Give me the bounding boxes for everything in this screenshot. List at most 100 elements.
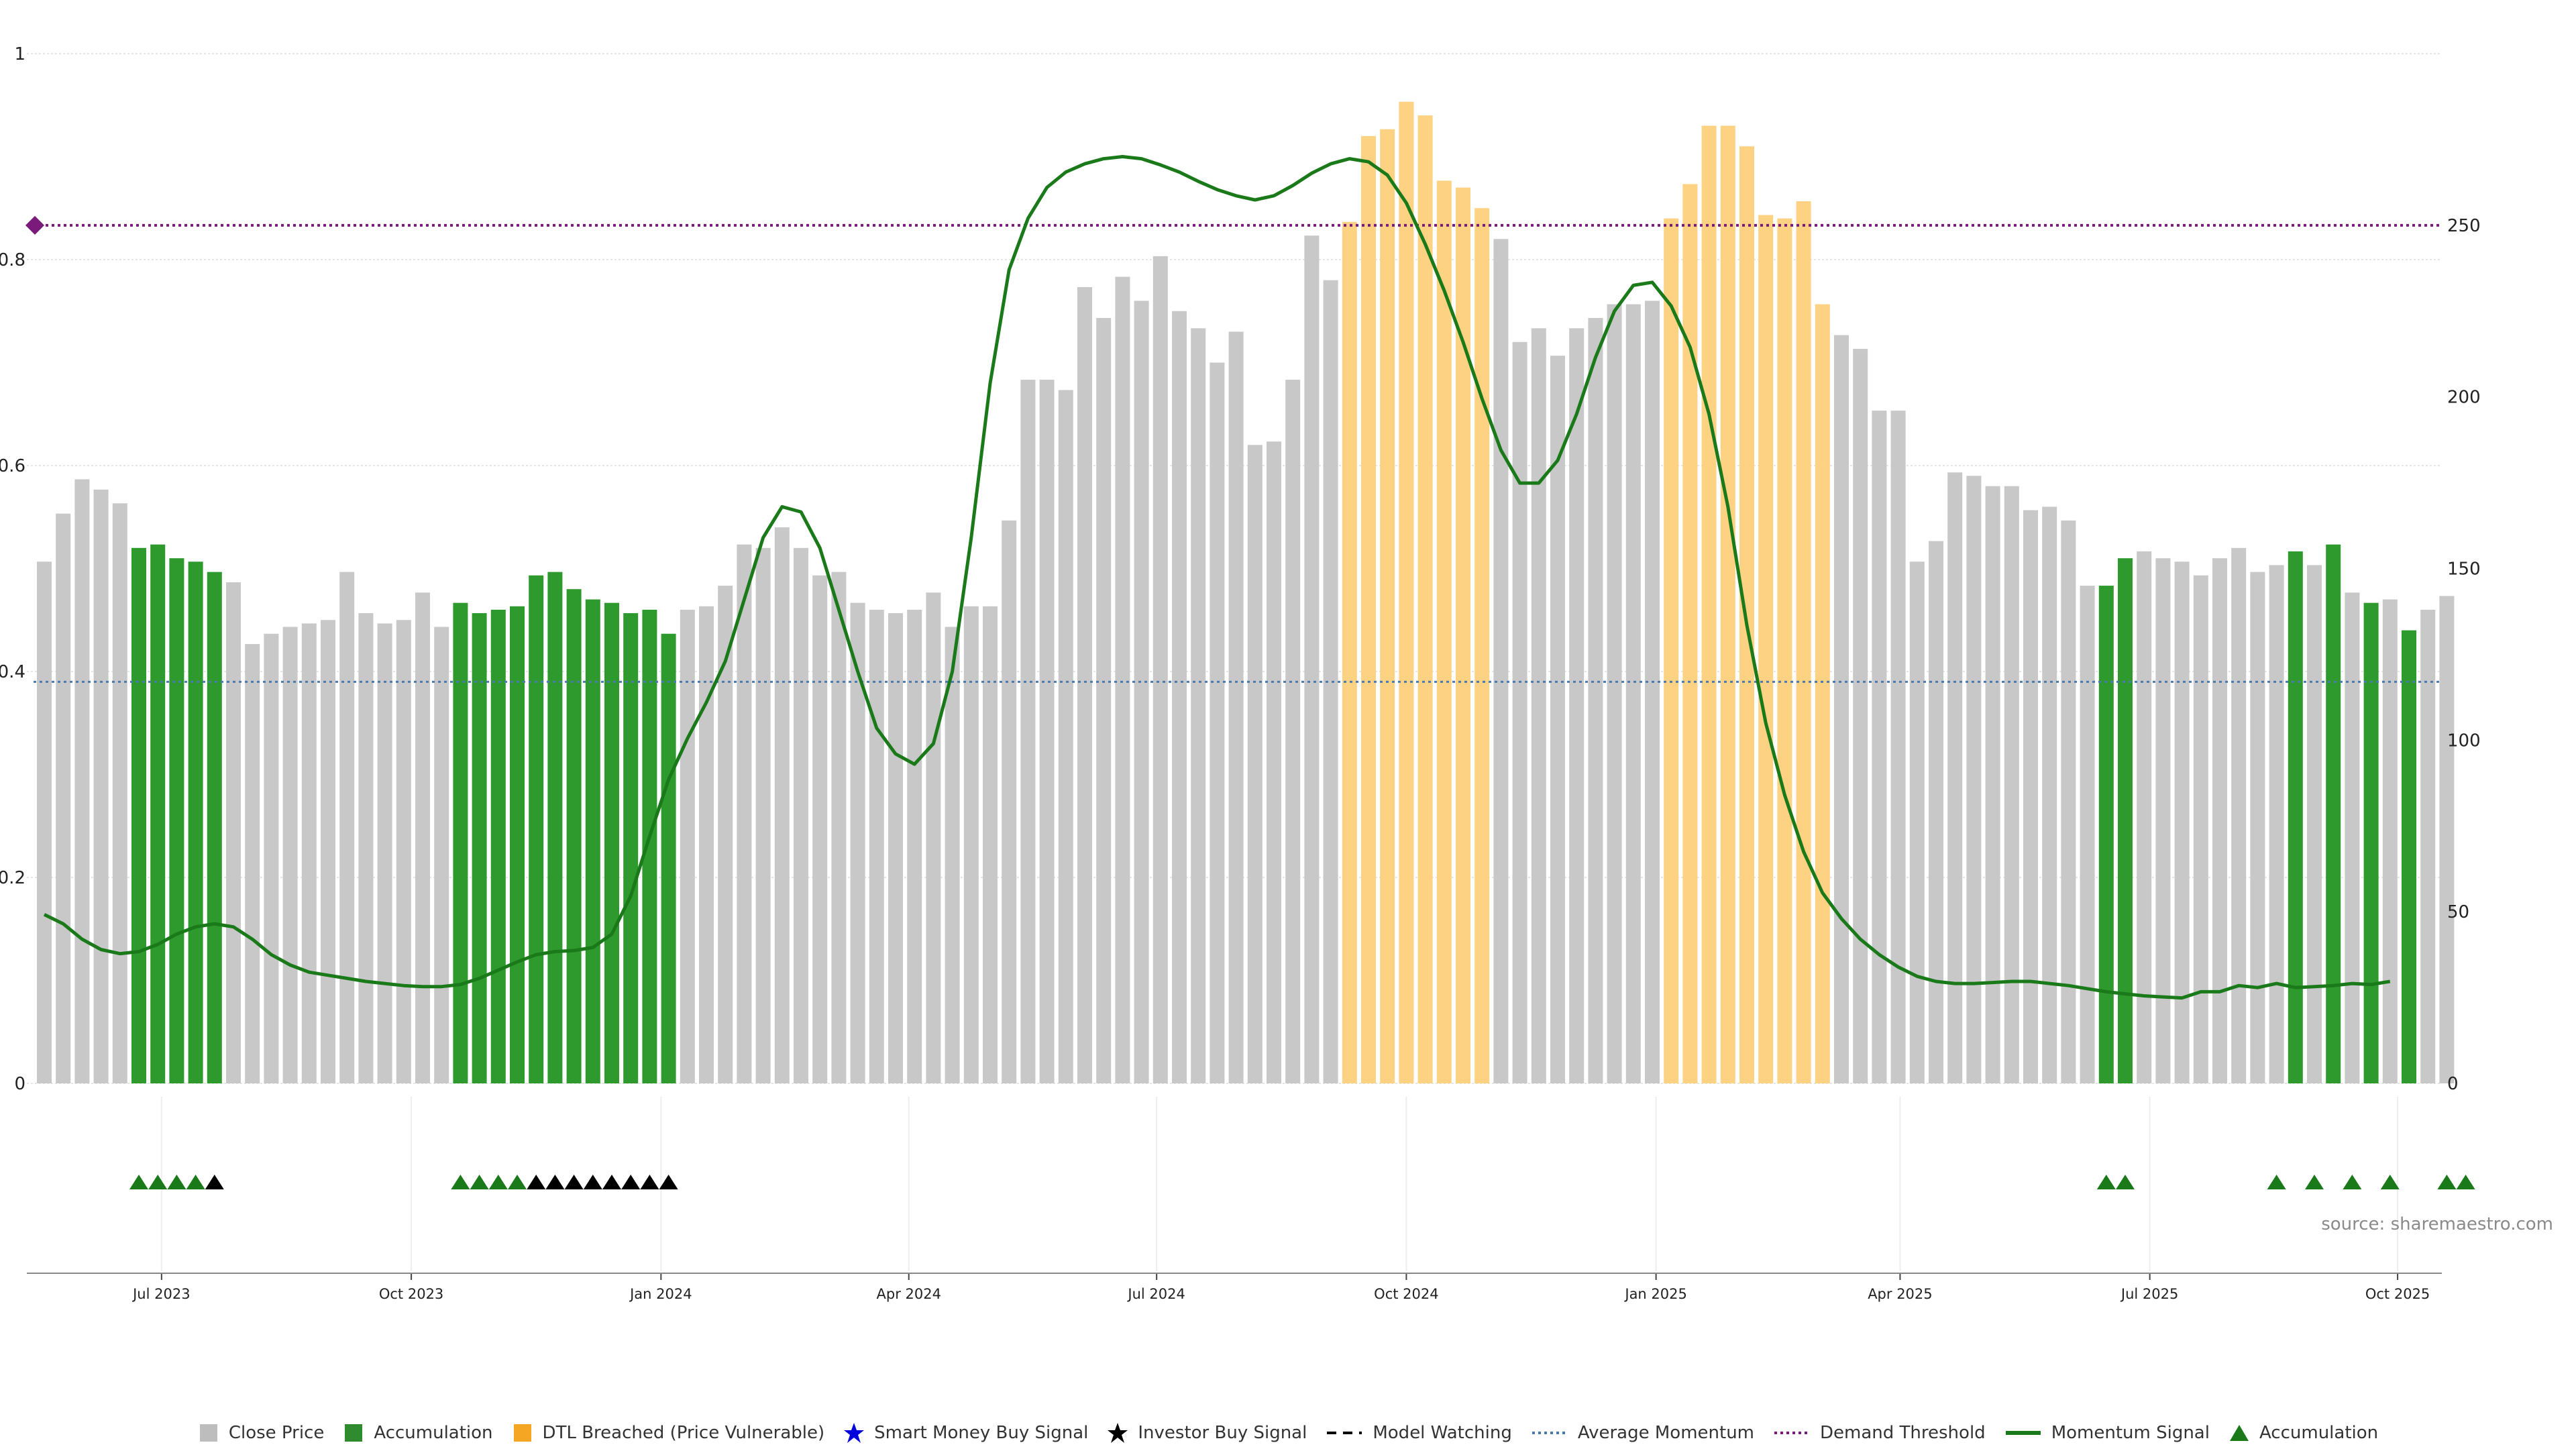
dotline-icon xyxy=(1532,1432,1567,1434)
bar-neutral xyxy=(794,547,808,1083)
accumulation-marker xyxy=(2380,1175,2400,1189)
bar-neutral xyxy=(1607,304,1622,1084)
dash-icon xyxy=(1327,1432,1362,1434)
bar-neutral xyxy=(2023,510,2038,1083)
bar-accumulation xyxy=(547,572,563,1083)
bar-neutral xyxy=(1569,328,1585,1083)
legend-label: Momentum Signal xyxy=(2051,1423,2210,1443)
dotline-icon xyxy=(1774,1432,1810,1434)
bar-neutral xyxy=(1929,541,1943,1083)
bar-neutral xyxy=(850,602,865,1083)
legend-label: Model Watching xyxy=(1373,1423,1512,1443)
bar-neutral xyxy=(1909,561,1925,1083)
signal-markers xyxy=(129,1175,2475,1189)
bar-neutral xyxy=(434,627,449,1083)
bar-neutral xyxy=(2345,592,2360,1083)
accumulation-marker xyxy=(508,1175,527,1189)
bar-neutral xyxy=(1247,445,1263,1083)
bar-accumulation xyxy=(2326,544,2341,1083)
bar-neutral xyxy=(1890,411,1906,1083)
bar-neutral xyxy=(1267,441,1281,1083)
bar-neutral xyxy=(1039,380,1055,1084)
bar-neutral xyxy=(1966,476,1982,1083)
bar-dtl_breached xyxy=(1456,187,1470,1083)
bar-neutral xyxy=(2174,561,2190,1083)
legend-label: Accumulation xyxy=(374,1423,493,1443)
bar-dtl_breached xyxy=(1701,125,1717,1084)
bar-neutral xyxy=(2080,586,2095,1083)
bar-neutral xyxy=(1058,390,1073,1083)
bar-neutral xyxy=(1531,328,1546,1083)
bar-accumulation xyxy=(2363,602,2379,1083)
axes: 0 0.2 0.4 0.6 0.8 1 0 50 100 150 200 250 Jul 2023 Oct… xyxy=(0,44,2481,1302)
bar-accumulation xyxy=(642,609,657,1083)
bar-dtl_breached xyxy=(1796,201,1811,1084)
legend: Close Price Accumulation DTL Breached (Pri… xyxy=(0,1419,2576,1446)
left-tick-label: 0.6 xyxy=(0,456,25,476)
bar-neutral xyxy=(1512,341,1527,1083)
bar-neutral xyxy=(1323,280,1338,1084)
bar-neutral xyxy=(245,644,260,1083)
bar-neutral xyxy=(831,572,847,1083)
bar-neutral xyxy=(907,609,922,1083)
accumulation-marker xyxy=(167,1175,186,1189)
bar-neutral xyxy=(1872,411,1887,1083)
bar-neutral xyxy=(737,544,752,1083)
bar-neutral xyxy=(812,575,828,1083)
line-icon xyxy=(2005,1431,2041,1435)
bar-neutral xyxy=(2250,572,2265,1083)
right-tick-label: 0 xyxy=(2447,1074,2459,1094)
x-tick-label: Jan 2024 xyxy=(629,1286,692,1302)
square-icon xyxy=(345,1424,363,1442)
bar-accumulation xyxy=(585,599,600,1083)
x-tick-label: Oct 2025 xyxy=(2365,1286,2430,1302)
accumulation-marker xyxy=(2437,1175,2457,1189)
left-tick-label: 0.8 xyxy=(0,250,25,270)
bar-accumulation xyxy=(529,575,544,1083)
bar-dtl_breached xyxy=(1474,208,1490,1083)
bar-accumulation xyxy=(510,606,525,1083)
bar-neutral xyxy=(945,627,960,1083)
bar-dtl_breached xyxy=(1777,218,1792,1084)
bar-accumulation xyxy=(453,602,468,1083)
x-tick-label: Apr 2024 xyxy=(877,1286,941,1302)
accumulation-marker xyxy=(186,1175,205,1189)
accumulation-marker xyxy=(451,1175,470,1189)
bar-neutral xyxy=(264,633,279,1083)
legend-label: Close Price xyxy=(228,1423,325,1443)
bar-neutral xyxy=(56,513,71,1083)
bar-neutral xyxy=(37,561,52,1083)
bar-accumulation xyxy=(661,633,676,1083)
bar-neutral xyxy=(2061,520,2076,1083)
accumulation-marker xyxy=(470,1175,489,1189)
demand-threshold-marker xyxy=(25,215,44,235)
bar-accumulation xyxy=(604,602,619,1083)
bar-neutral xyxy=(2042,506,2057,1083)
bar-accumulation xyxy=(566,589,582,1083)
bar-dtl_breached xyxy=(1758,215,1774,1083)
bar-neutral xyxy=(2231,547,2247,1083)
bar-neutral xyxy=(1210,362,1225,1083)
bar-accumulation xyxy=(2118,558,2133,1083)
momentum-signal-line xyxy=(43,155,2391,1000)
bar-neutral xyxy=(112,503,127,1083)
bar-neutral xyxy=(1853,349,1868,1083)
bar-neutral xyxy=(1191,328,1206,1083)
legend-item: Smart Money Buy Signal xyxy=(843,1422,1088,1444)
x-tick-label: Oct 2024 xyxy=(1374,1286,1438,1302)
x-tick-label: Jul 2025 xyxy=(2120,1286,2178,1302)
accumulation-marker xyxy=(2456,1175,2475,1189)
legend-item: Accumulation xyxy=(343,1422,493,1444)
bar-neutral xyxy=(1985,486,2000,1083)
right-tick-label: 50 xyxy=(2447,902,2469,922)
right-tick-label: 150 xyxy=(2447,559,2481,580)
bar-neutral xyxy=(1152,256,1168,1084)
legend-item: Model Watching xyxy=(1326,1422,1512,1444)
bar-neutral xyxy=(963,606,979,1083)
bar-neutral xyxy=(2307,565,2322,1083)
bar-neutral xyxy=(1228,331,1244,1084)
bar-neutral xyxy=(2155,558,2171,1083)
bar-accumulation xyxy=(490,609,506,1083)
bar-neutral xyxy=(1947,472,1963,1083)
